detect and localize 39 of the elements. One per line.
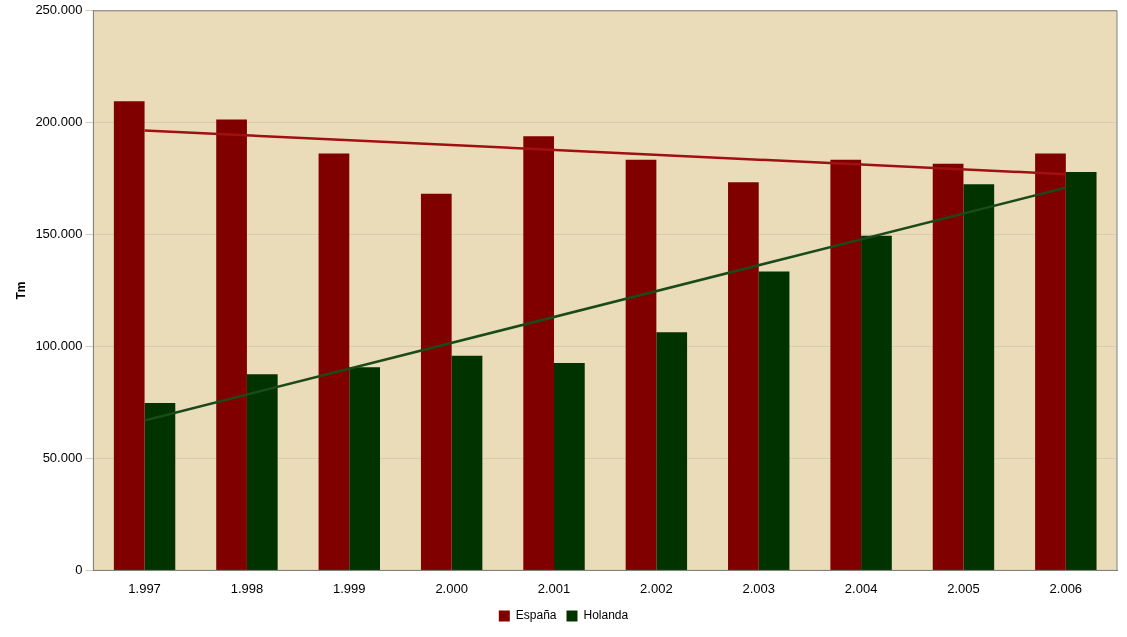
y-tick-label: 100.000 [35,338,83,354]
bar [656,332,688,570]
legend-label: Holanda [583,608,629,623]
bar [420,193,452,570]
y-tick-label: 50.000 [42,450,83,466]
x-tick-label: 1.998 [230,580,264,596]
x-tick-label: 1.999 [333,580,366,596]
bar [728,182,759,570]
bar [963,184,995,570]
bar [451,355,483,570]
x-tick-label: 2.000 [435,580,468,596]
bar [932,163,964,570]
bar [144,402,176,570]
bar [758,271,790,570]
x-tick-label: 2.003 [742,580,776,596]
bar [216,119,247,570]
y-tick-label: 0 [75,561,83,577]
y-axis-title: Tm [13,281,28,300]
x-tick-label: 2.004 [844,580,878,596]
y-tick-label: 200.000 [35,114,83,130]
x-tick-label: 2.006 [1049,580,1083,596]
bar [113,101,145,570]
bar [830,159,862,570]
x-tick-label: 1.997 [128,580,161,596]
x-tick-label: 2.002 [640,580,673,596]
y-tick-label: 150.000 [35,226,83,242]
bar [246,374,278,570]
x-tick-label: 2.001 [537,580,571,596]
x-tick-label: 2.005 [947,580,980,596]
bar [554,362,585,570]
bar [523,136,555,570]
bar [1065,171,1097,570]
bar [318,153,350,570]
bar [349,367,380,570]
legend-label: España [515,608,557,623]
y-tick-label: 250.000 [35,2,83,18]
bar [625,159,657,570]
bar [861,235,892,570]
bar [1035,153,1066,570]
